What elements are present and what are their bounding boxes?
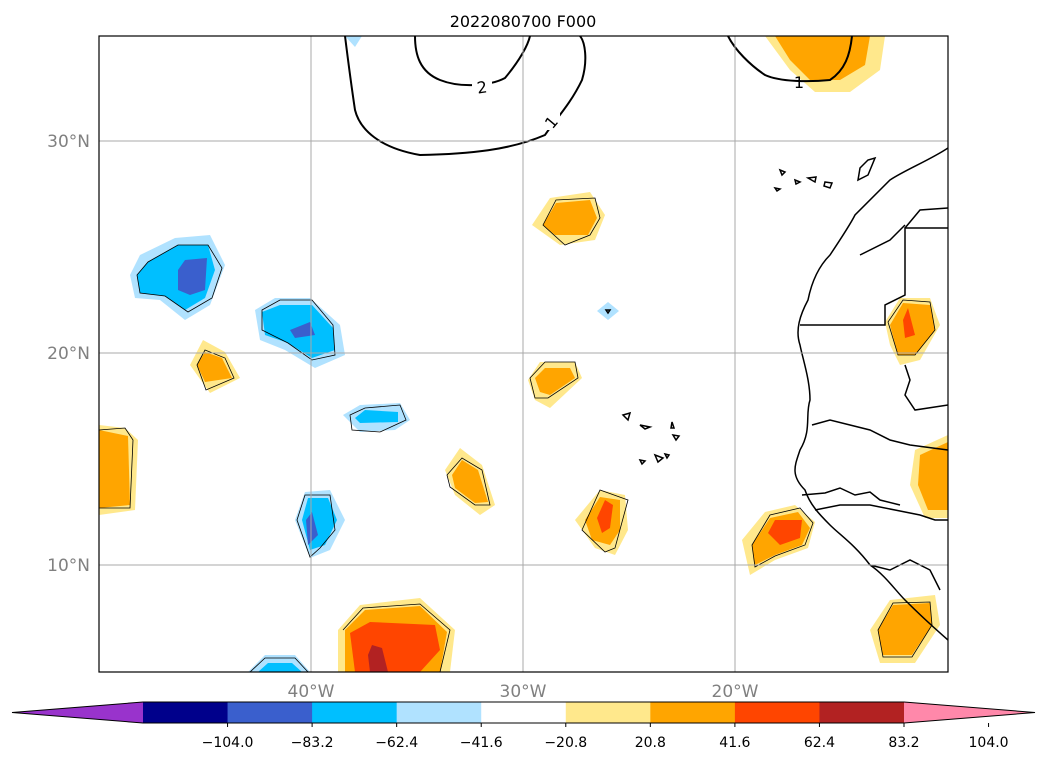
lat-label-10n: 10°N bbox=[47, 556, 90, 576]
shade-blob-top-right bbox=[775, 36, 870, 80]
shade-blob-core bbox=[368, 645, 388, 672]
colorbar-tick-label: −83.2 bbox=[291, 735, 334, 751]
shade-blob bbox=[355, 410, 398, 423]
colorbar-segment bbox=[227, 702, 313, 723]
shade-blob-core bbox=[350, 622, 440, 672]
colorbar-segment bbox=[734, 702, 820, 723]
colorbar-tick-label: −20.8 bbox=[544, 735, 587, 751]
negative-shading bbox=[130, 36, 619, 672]
shade-blob-core bbox=[290, 322, 315, 338]
map-panel: 2 1 1 bbox=[98, 35, 949, 673]
shade-blob bbox=[452, 460, 488, 503]
colorbar-extend-high bbox=[904, 702, 1035, 723]
coastlines bbox=[604, 147, 948, 641]
shade-blob-bottom bbox=[258, 663, 302, 672]
shade-blob bbox=[535, 368, 575, 395]
contour-label: 2 bbox=[476, 77, 489, 97]
colorbar-segment bbox=[396, 702, 482, 723]
colorbar-tick-label: 83.2 bbox=[888, 735, 919, 751]
shading-outlines bbox=[99, 197, 936, 672]
lat-label-30n: 30°N bbox=[47, 132, 90, 152]
shade-blob-core bbox=[306, 512, 318, 545]
colorbar-segment bbox=[650, 702, 736, 723]
shade-blob-core bbox=[768, 520, 802, 545]
colorbar-outline bbox=[11, 701, 1036, 724]
colorbar-segment bbox=[312, 702, 398, 723]
shade-spot bbox=[345, 36, 362, 47]
lat-labels: 30°N 20°N 10°N bbox=[47, 132, 90, 576]
shade-blob-core bbox=[597, 500, 613, 533]
shade-blob bbox=[197, 352, 232, 382]
colorbar-tick-label: 20.8 bbox=[635, 735, 666, 751]
lon-label-40w: 40°W bbox=[288, 682, 335, 702]
colorbar: −104.0 −83.2 −62.4 −41.6 −20.8 20.8 41.6 62.4 83… bbox=[11, 701, 1036, 751]
colorbar-segment bbox=[565, 702, 651, 723]
shade-blob-core bbox=[903, 308, 915, 338]
colorbar-segment bbox=[819, 702, 905, 723]
colorbar-tick-label: 62.4 bbox=[804, 735, 835, 751]
contour-label-bg bbox=[542, 112, 560, 130]
colorbar-tick-label: 104.0 bbox=[969, 735, 1009, 751]
map-frame bbox=[98, 35, 949, 673]
colorbar-segment bbox=[143, 702, 229, 723]
lon-label-30w: 30°W bbox=[500, 682, 547, 702]
colorbar-tick-label: 41.6 bbox=[719, 735, 750, 751]
shade-blob-core bbox=[178, 258, 207, 295]
lon-labels: 40°W 30°W 20°W bbox=[288, 682, 759, 702]
colorbar-segment bbox=[481, 702, 567, 723]
contour-label-bg bbox=[472, 77, 492, 95]
gridlines bbox=[99, 36, 948, 672]
contour-label: 1 bbox=[794, 73, 804, 92]
shade-blob-right-edge bbox=[918, 442, 948, 510]
lat-label-20n: 20°N bbox=[47, 344, 90, 364]
shade-blob-left-edge bbox=[99, 430, 130, 508]
shade-blob bbox=[543, 200, 597, 235]
colorbar-tick-label: −104.0 bbox=[202, 735, 254, 751]
positive-shading bbox=[99, 36, 948, 672]
lon-label-20w: 20°W bbox=[712, 682, 759, 702]
shade-spot bbox=[597, 302, 619, 320]
shade-blob bbox=[878, 603, 932, 655]
colorbar-extend-low bbox=[12, 702, 143, 723]
colorbar-tick-label: −62.4 bbox=[375, 735, 418, 751]
colorbar-tick-label: −41.6 bbox=[460, 735, 503, 751]
map-title: 2022080700 F000 bbox=[450, 12, 597, 31]
